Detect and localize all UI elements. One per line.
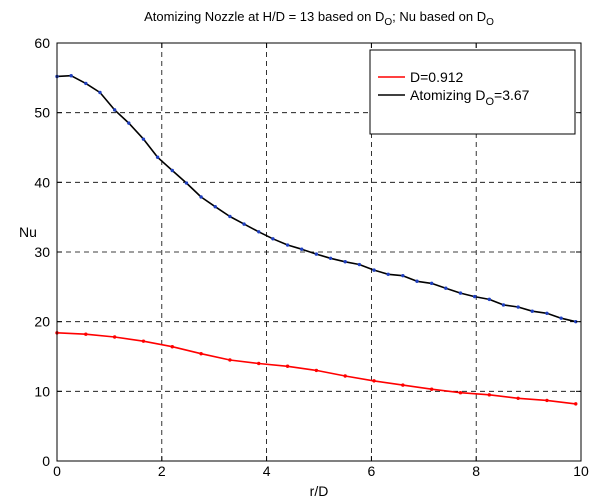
data-point [429, 281, 434, 286]
data-point [501, 303, 506, 307]
legend-entry-tail: =3.67 [494, 87, 530, 103]
chart-title: Atomizing Nozzle at H/D = 13 based on DO… [144, 9, 494, 28]
chart-title-sub1: O [384, 17, 392, 28]
legend-entry-main: Atomizing D [410, 87, 485, 103]
data-point [328, 256, 333, 260]
data-point [285, 364, 290, 368]
data-point [127, 121, 131, 125]
data-point [69, 74, 73, 78]
y-tick-label: 10 [34, 383, 50, 399]
y-tick-label: 20 [34, 314, 50, 330]
legend-entry-label: Atomizing DO=3.67 [410, 87, 530, 108]
y-axis-label: Nu [19, 224, 37, 240]
data-point [487, 297, 491, 302]
data-point [574, 319, 578, 324]
legend-entry-label: D=0.912 [410, 69, 464, 85]
data-point [357, 262, 362, 267]
data-point [444, 286, 448, 290]
data-point [458, 391, 463, 395]
series-1 [55, 331, 578, 406]
data-point [415, 279, 419, 283]
chart-title-mid: ; Nu based on D [392, 9, 486, 24]
data-point [343, 260, 347, 264]
data-point [228, 214, 232, 219]
data-point [199, 195, 203, 199]
x-tick-label: 4 [263, 463, 271, 479]
data-point [314, 252, 319, 256]
data-point [285, 243, 290, 247]
chart-title-main: Atomizing Nozzle at H/D = 13 based on D [144, 9, 384, 24]
data-point [141, 339, 146, 343]
x-tick-label: 0 [53, 463, 61, 479]
data-point [458, 291, 463, 295]
data-point [155, 155, 160, 159]
data-point [401, 273, 405, 278]
data-point [84, 81, 88, 86]
legend-entry-main: D=0.912 [410, 69, 464, 85]
data-point [574, 402, 578, 406]
data-point [228, 358, 232, 362]
data-point [184, 181, 189, 185]
data-point [372, 379, 376, 383]
data-point [170, 345, 174, 349]
data-point [516, 396, 520, 400]
data-point [545, 311, 549, 316]
data-point [199, 352, 203, 356]
data-point [472, 294, 477, 299]
y-tick-label: 40 [34, 174, 50, 190]
x-tick-label: 10 [573, 463, 589, 479]
data-point [429, 387, 434, 391]
y-tick-label: 50 [34, 105, 50, 121]
chart-title-sub2: O [486, 17, 494, 28]
data-point [516, 305, 520, 309]
grid [57, 43, 581, 461]
x-tick-label: 8 [472, 463, 480, 479]
y-tick-label: 60 [34, 35, 50, 51]
data-point [213, 205, 217, 209]
legend-entry-subscript: O [485, 96, 494, 108]
legend-box [369, 49, 576, 135]
data-point [170, 168, 174, 173]
data-point [257, 361, 261, 366]
series-2 [55, 74, 578, 324]
x-axis-label: r/D [310, 483, 329, 499]
data-point [112, 335, 117, 339]
data-point [112, 108, 117, 112]
data-point [84, 332, 88, 336]
data-point [314, 368, 319, 373]
data-point [487, 393, 491, 397]
data-point [530, 309, 534, 313]
data-point [300, 247, 304, 251]
y-tick-label: 0 [42, 453, 50, 469]
data-point [141, 137, 146, 141]
data-point [401, 383, 405, 387]
data-point [372, 268, 376, 272]
data-point [257, 230, 261, 234]
x-tick-label: 2 [158, 463, 166, 479]
data-point [545, 398, 549, 403]
data-point [242, 222, 246, 226]
data-point [98, 90, 102, 95]
y-tick-label: 30 [34, 244, 50, 260]
data-point [271, 237, 275, 241]
data-point [386, 272, 390, 276]
legend: D=0.912 Atomizing DO=3.67 [369, 49, 576, 135]
series-layer [55, 74, 578, 406]
data-point [559, 316, 563, 320]
x-tick-label: 6 [368, 463, 376, 479]
data-point [343, 374, 347, 378]
tick-layer: 0 2 4 6 8 10 0 10 20 30 40 50 60 [34, 35, 589, 479]
